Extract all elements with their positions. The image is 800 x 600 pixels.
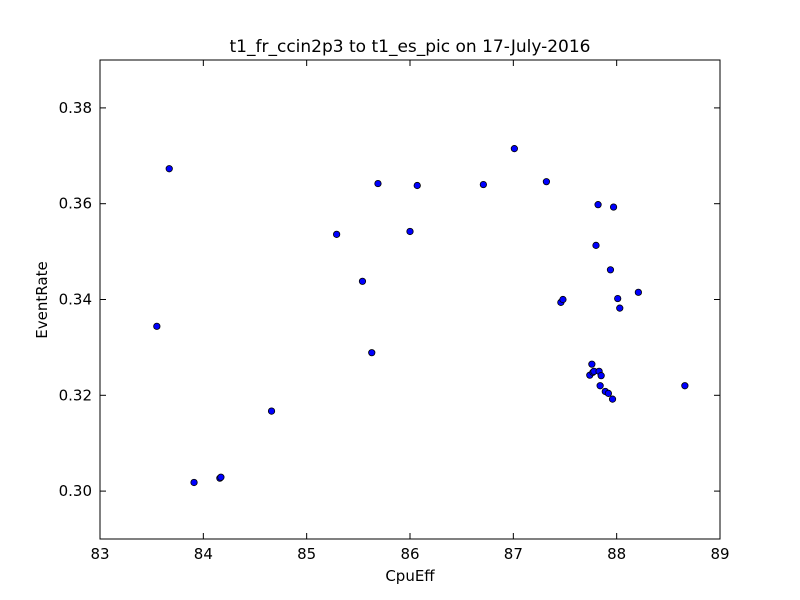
y-tick-label: 0.36 xyxy=(59,195,92,213)
scatter-point xyxy=(374,179,382,188)
scatter-point xyxy=(358,277,367,285)
scatter-point xyxy=(614,294,622,303)
scatter-point xyxy=(588,360,596,368)
scatter-point xyxy=(479,180,487,189)
x-tick-label: 87 xyxy=(504,545,523,563)
scatter-point xyxy=(190,478,198,487)
scatter-point xyxy=(267,407,276,415)
scatter-point xyxy=(606,266,615,274)
y-tick-label: 0.34 xyxy=(59,291,92,309)
scatter-point xyxy=(559,295,567,304)
scatter-point xyxy=(597,372,605,380)
y-tick-label: 0.32 xyxy=(59,386,92,404)
scatter-point xyxy=(592,241,600,249)
scatter-point xyxy=(406,227,414,236)
scatter-point xyxy=(634,288,642,296)
scatter-point xyxy=(604,389,613,397)
scatter-point xyxy=(616,304,624,312)
y-tick-label: 0.38 xyxy=(59,99,92,117)
x-tick-label: 85 xyxy=(297,545,316,563)
scatter-point xyxy=(542,178,551,186)
plot-area xyxy=(100,60,720,539)
plot-frame xyxy=(99,59,721,540)
scatter-point xyxy=(510,145,518,153)
x-tick-label: 86 xyxy=(400,545,419,563)
scatter-point xyxy=(153,322,161,330)
x-tick-label: 88 xyxy=(607,545,626,563)
scatter-point xyxy=(596,382,604,390)
data-points xyxy=(153,145,689,487)
scatter-point xyxy=(413,181,421,190)
scatter-point xyxy=(333,230,341,238)
scatter-point xyxy=(608,395,617,403)
scatter-point xyxy=(681,382,689,390)
y-tick-label: 0.30 xyxy=(59,482,92,500)
x-tick-label: 84 xyxy=(194,545,213,563)
y-axis-label: EventRate xyxy=(33,261,51,338)
scatter-point xyxy=(594,201,602,209)
x-tick-label: 89 xyxy=(710,545,729,563)
x-axis-label: CpuEff xyxy=(385,567,435,585)
x-tick-label: 83 xyxy=(90,545,109,563)
scatter-point xyxy=(609,203,618,211)
scatter-point xyxy=(217,473,225,481)
chart-title: t1_fr_ccin2p3 to t1_es_pic on 17-July-20… xyxy=(230,37,591,57)
scatter-point xyxy=(368,349,376,357)
scatter-point xyxy=(165,165,173,173)
